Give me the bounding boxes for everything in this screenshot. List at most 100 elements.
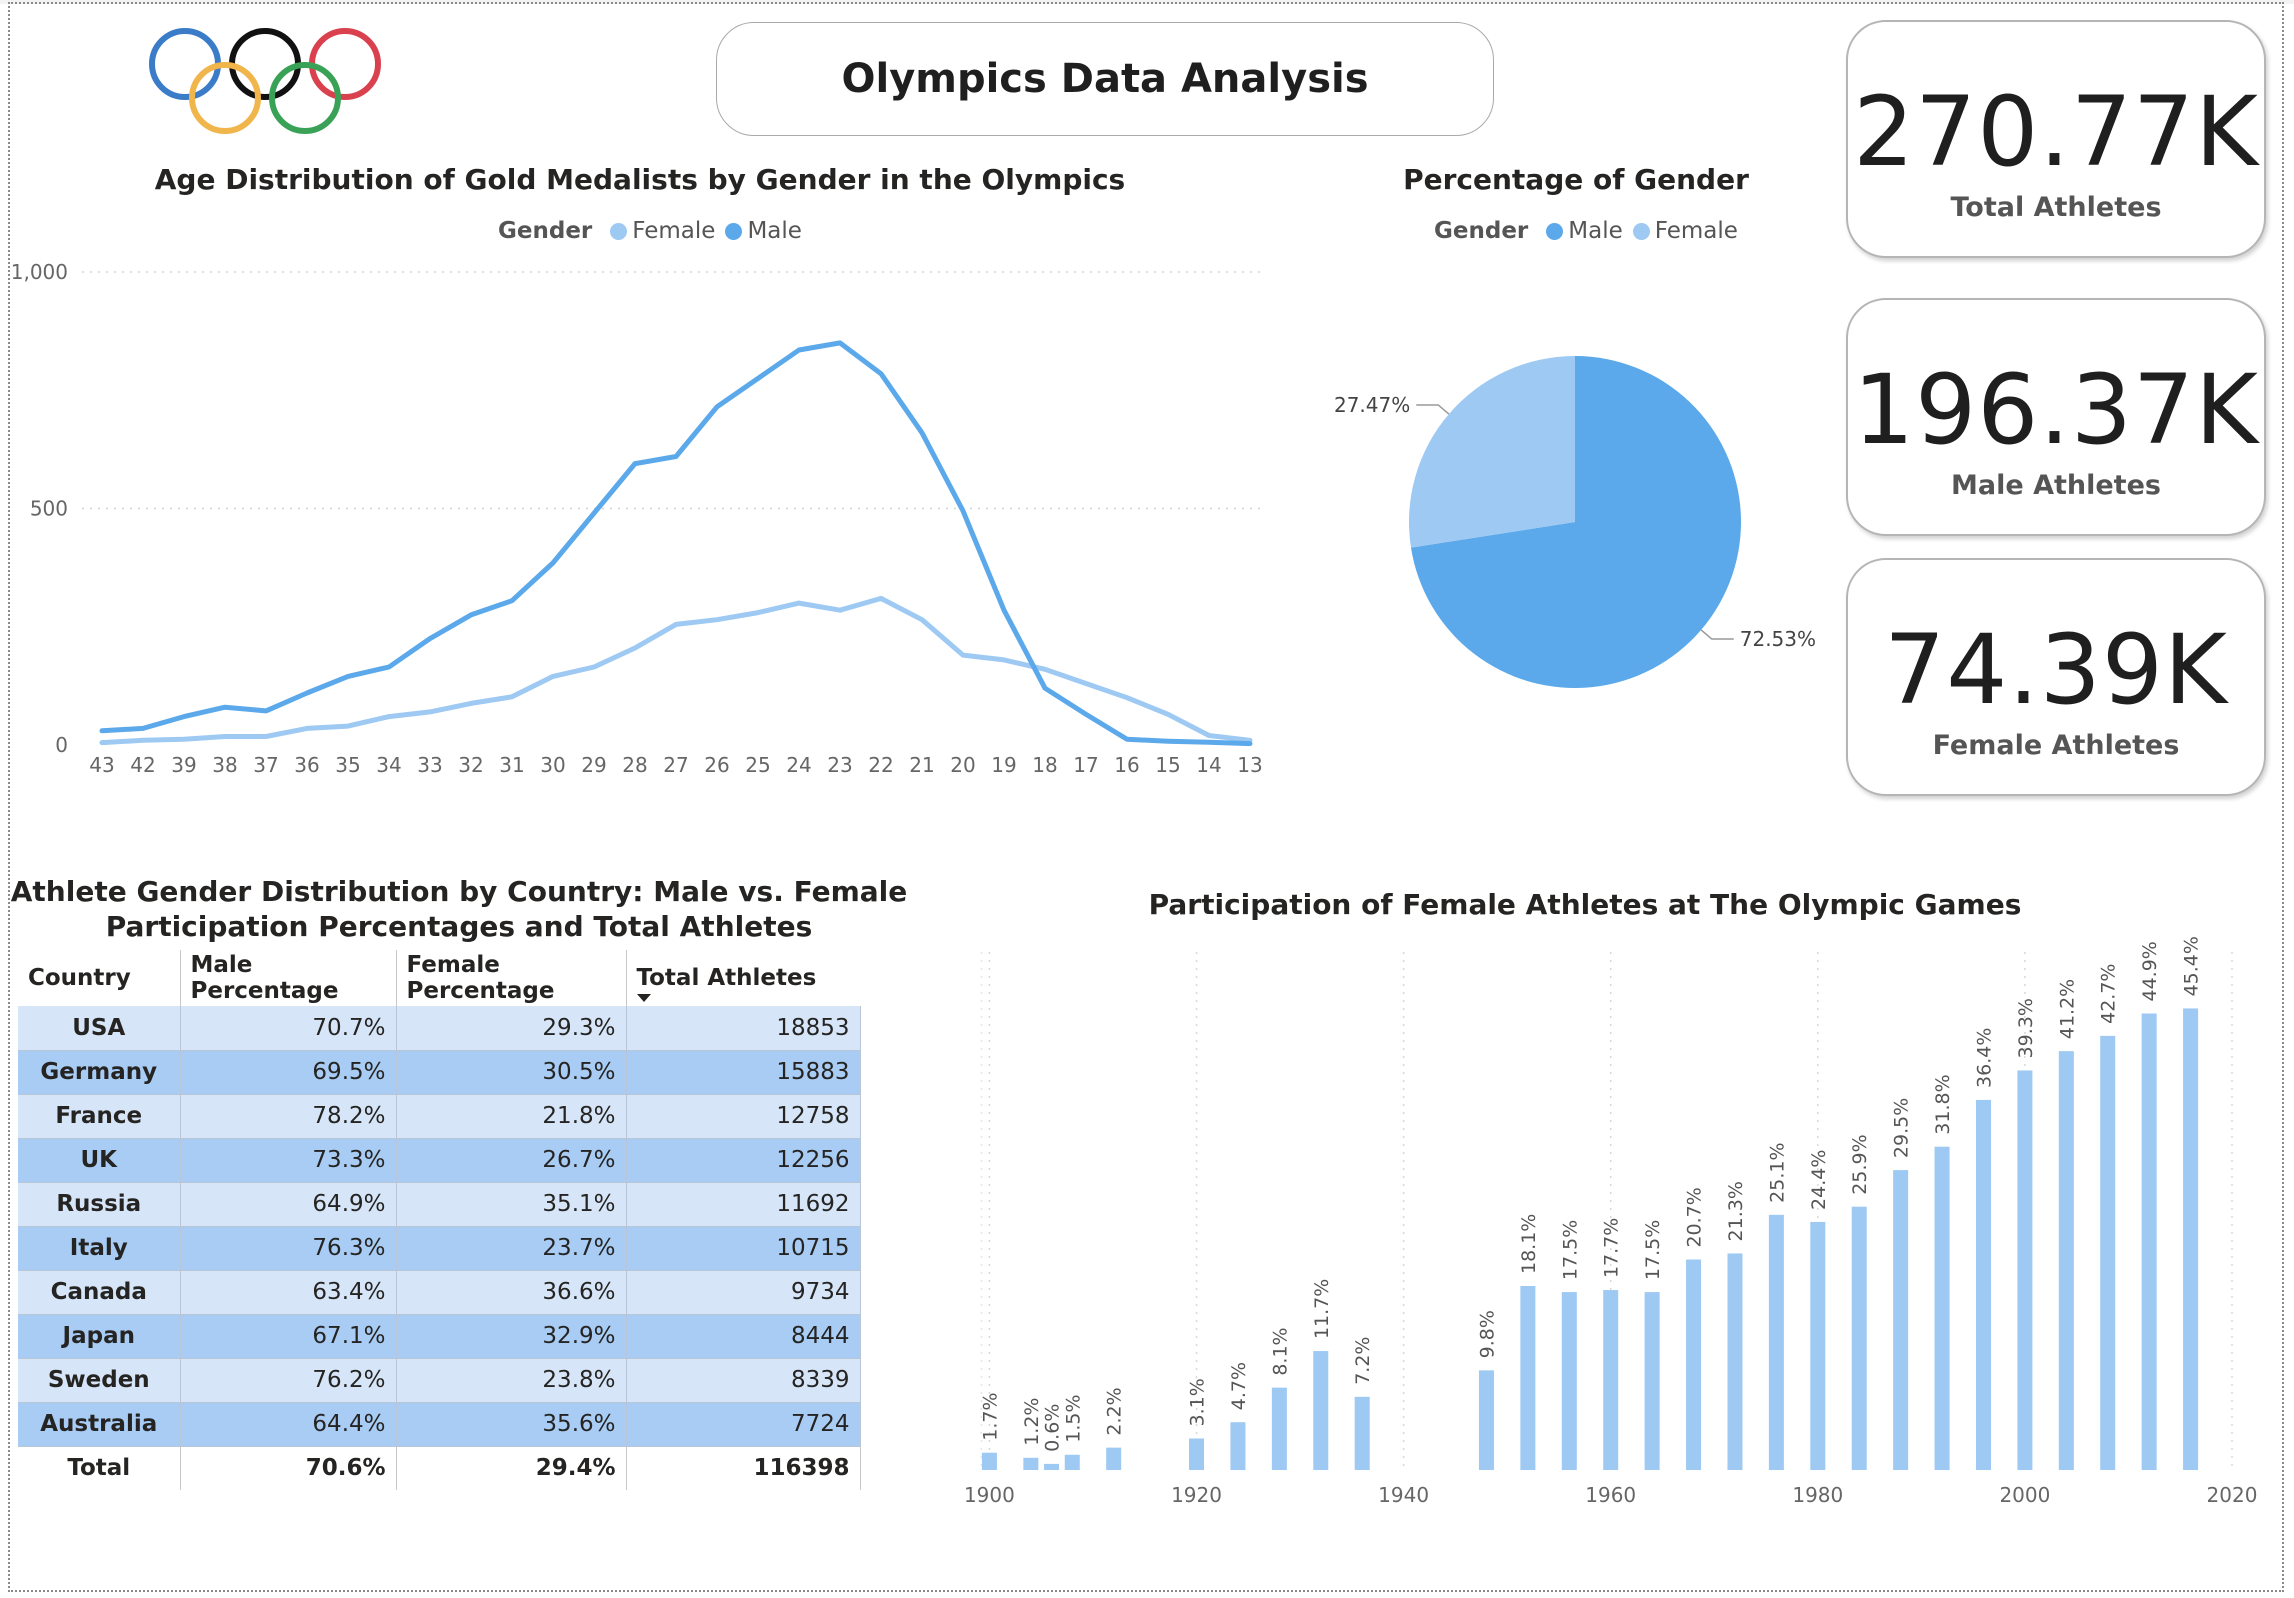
bar-data-label: 17.5% [1559, 1220, 1581, 1280]
card-label: Male Athletes [1951, 470, 2161, 501]
bar-data-label: 24.4% [1808, 1150, 1830, 1210]
cell-female-percentage: 29.4% [396, 1446, 627, 1490]
male-dot-icon [1546, 222, 1564, 240]
x-tick-label: 36 [294, 753, 319, 777]
x-tick-label: 18 [1032, 753, 1057, 777]
sort-descending-icon[interactable] [636, 994, 651, 1002]
column-header-female-percentage[interactable]: Female Percentage [396, 950, 627, 1006]
x-tick-label: 1920 [1171, 1483, 1222, 1507]
column-header-country[interactable]: Country [18, 950, 181, 1006]
y-tick-label: 1,000 [11, 260, 68, 284]
age-chart-title: Age Distribution of Gold Medalists by Ge… [154, 163, 1126, 196]
column-header-male-percentage[interactable]: Male Percentage [180, 950, 397, 1006]
table-row[interactable]: Canada 63.4% 36.6% 9734 [18, 1270, 861, 1315]
table-row[interactable]: USA 70.7% 29.3% 18853 [18, 1006, 861, 1051]
cell-female-percentage: 36.6% [396, 1270, 627, 1315]
legend-item-female[interactable]: Female [604, 218, 715, 244]
pie-slice-female [1409, 356, 1575, 548]
bar-data-label: 4.7% [1228, 1362, 1250, 1410]
table-row[interactable]: France 78.2% 21.8% 12758 [18, 1094, 861, 1139]
bar [1189, 1438, 1205, 1470]
x-tick-label: 1940 [1378, 1483, 1429, 1507]
card-value: 196.37K [1853, 354, 2259, 466]
cell-total-athletes: 8339 [626, 1358, 861, 1403]
series-line-male [99, 340, 1253, 747]
table-row[interactable]: Russia 64.9% 35.1% 11692 [18, 1182, 861, 1227]
x-tick-label: 19 [991, 753, 1016, 777]
x-tick-label: 23 [827, 753, 852, 777]
bar [1644, 1292, 1660, 1470]
y-tick-label: 500 [30, 497, 68, 521]
bar [1893, 1170, 1909, 1470]
bar [1106, 1447, 1122, 1470]
bar-data-label: 2.2% [1104, 1387, 1126, 1435]
female-participation-bar-chart[interactable]: 1900 1920 1940 1960 1980 2000 2020 1.7% 1.2%0.6%… [900, 930, 2280, 1510]
legend-item-male[interactable]: Male [719, 218, 802, 244]
bar [1044, 1463, 1060, 1470]
cell-male-percentage: 64.9% [180, 1182, 397, 1227]
table-row[interactable]: Sweden 76.2% 23.8% 8339 [18, 1358, 861, 1403]
cell-total-athletes: 12256 [626, 1138, 861, 1183]
pie-chart-legend: Gender Male Female [1434, 218, 1742, 244]
cell-country: Russia [18, 1182, 181, 1227]
card-value: 74.39K [1884, 614, 2228, 726]
cell-male-percentage: 70.7% [180, 1006, 397, 1051]
bar [1561, 1292, 1577, 1470]
cell-country: USA [18, 1006, 181, 1051]
cell-country: Japan [18, 1314, 181, 1359]
x-tick-label: 13 [1237, 753, 1262, 777]
x-tick-label: 1960 [1585, 1483, 1636, 1507]
legend-label: Female [1654, 218, 1738, 244]
x-tick-label: 34 [376, 753, 401, 777]
bar-data-label: 8.1% [1269, 1327, 1291, 1375]
age-line-chart[interactable]: 0 500 1,000 43 42 39 38 37 36 35 34 33 32 31 30 29 28 27 2… [0, 250, 1280, 790]
legend-label: Female [632, 218, 716, 244]
cell-total-athletes: 15883 [626, 1050, 861, 1095]
bar-data-label: 25.1% [1766, 1142, 1788, 1202]
cell-male-percentage: 76.3% [180, 1226, 397, 1271]
bar-data-label: 7.2% [1352, 1337, 1374, 1385]
legend-item-male[interactable]: Male [1540, 218, 1623, 244]
cell-total-athletes: 9734 [626, 1270, 861, 1315]
legend-item-female[interactable]: Female [1627, 218, 1738, 244]
column-header-total-athletes[interactable]: Total Athletes [626, 950, 860, 1006]
bar [1768, 1214, 1784, 1470]
x-tick-label: 15 [1155, 753, 1180, 777]
bar [1975, 1099, 1991, 1470]
cell-male-percentage: 73.3% [180, 1138, 397, 1183]
card-label: Total Athletes [1950, 192, 2162, 223]
cell-female-percentage: 26.7% [396, 1138, 627, 1183]
x-tick-label: 38 [212, 753, 237, 777]
bar-data-label: 41.2% [2056, 979, 2078, 1039]
cell-female-percentage: 23.7% [396, 1226, 627, 1271]
bar-data-label: 42.7% [2098, 964, 2120, 1024]
card-female-athletes[interactable]: 74.39K Female Athletes [1846, 558, 2266, 796]
cell-male-percentage: 78.2% [180, 1094, 397, 1139]
x-tick-label: 32 [458, 753, 483, 777]
table-title-line1: Athlete Gender Distribution by Country: … [10, 875, 908, 908]
gender-pie-chart[interactable]: 72.53% 27.47% [1300, 330, 1840, 710]
bar-data-label: 21.3% [1725, 1181, 1747, 1241]
age-chart-legend: Gender Female Male [498, 218, 806, 244]
card-total-athletes[interactable]: 270.77K Total Athletes [1846, 20, 2266, 258]
card-male-athletes[interactable]: 196.37K Male Athletes [1846, 298, 2266, 536]
table-row[interactable]: Australia 64.4% 35.6% 7724 [18, 1402, 861, 1447]
pie-data-label: 72.53% [1740, 627, 1816, 651]
series-line-female [99, 595, 1253, 746]
x-tick-label: 20 [950, 753, 975, 777]
x-tick-label: 1980 [1792, 1483, 1843, 1507]
cell-female-percentage: 35.1% [396, 1182, 627, 1227]
table-row[interactable]: UK 73.3% 26.7% 12256 [18, 1138, 861, 1183]
table-row[interactable]: Germany 69.5% 30.5% 15883 [18, 1050, 861, 1095]
bar [2017, 1070, 2033, 1470]
y-tick-label: 0 [55, 733, 68, 757]
cell-total-athletes: 116398 [626, 1446, 861, 1490]
table-row[interactable]: Japan 67.1% 32.9% 8444 [18, 1314, 861, 1359]
table-row[interactable]: Italy 76.3% 23.7% 10715 [18, 1226, 861, 1271]
bar-data-label: 44.9% [2139, 941, 2161, 1001]
cell-country: France [18, 1094, 181, 1139]
x-tick-label: 14 [1196, 753, 1221, 777]
cell-country: Germany [18, 1050, 181, 1095]
pie-data-label: 27.47% [1334, 393, 1410, 417]
cell-total-label: Total [18, 1446, 181, 1490]
